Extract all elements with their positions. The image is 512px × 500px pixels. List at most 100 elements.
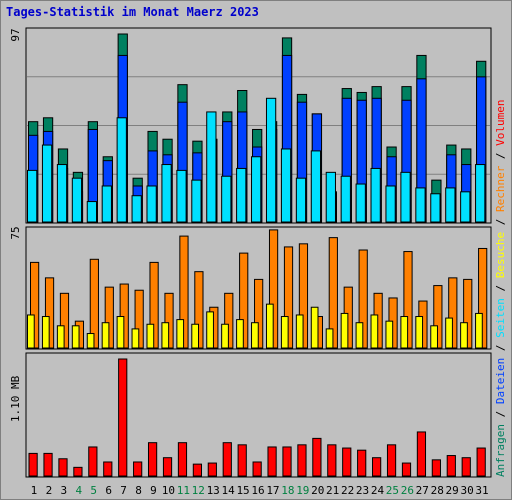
x-tick-label: 9 (150, 484, 157, 497)
volumen-bar (327, 444, 337, 477)
x-tick-label: 15 (236, 484, 249, 497)
x-tick-label: 31 (475, 484, 488, 497)
volumen-bar (476, 447, 486, 477)
x-tick-label: 17 (266, 484, 279, 497)
volumen-bar (267, 446, 277, 477)
besuche-bar (236, 319, 244, 349)
volumen-bar (207, 462, 217, 477)
seiten-bar (221, 175, 232, 223)
seiten-bar (71, 177, 83, 223)
volumen-bar (73, 466, 83, 477)
x-tick-label: 14 (222, 484, 236, 497)
x-tick-label: 10 (162, 484, 175, 497)
legend-separator: / (494, 338, 507, 358)
besuche-bar (146, 323, 155, 349)
besuche-bar (56, 325, 65, 349)
panel-3-border (25, 352, 492, 478)
seiten-bar (206, 111, 217, 223)
volumen-bar (162, 457, 173, 477)
x-tick-label: 2 (46, 484, 53, 497)
seiten-bar (340, 175, 351, 223)
volumen-bar (282, 446, 292, 477)
seiten-bar (400, 171, 411, 223)
besuche-bar (161, 322, 170, 349)
volumen-bar (416, 431, 427, 477)
x-tick-label: 27 (416, 484, 429, 497)
legend-dateien: Dateien (494, 358, 507, 404)
volumen-bar (446, 455, 456, 477)
seiten-bar (295, 177, 307, 223)
x-tick-label: 5 (90, 484, 97, 497)
besuche-bar (370, 314, 379, 349)
volumen-bar (118, 358, 128, 477)
x-tick-label: 12 (192, 484, 205, 497)
seiten-bar (27, 169, 38, 223)
x-tick-label: 11 (177, 484, 190, 497)
volumen-bar (177, 442, 188, 477)
x-tick-label: 22 (341, 484, 354, 497)
side-legend: Anfragen / Dateien / Seiten / Besuche / … (494, 99, 507, 477)
x-tick-label: 30 (460, 484, 473, 497)
panel-3-ymax-label: 1.10 MB (9, 375, 22, 422)
seiten-bar (161, 164, 172, 223)
volumen-bar (372, 457, 382, 477)
besuche-bar (460, 322, 468, 349)
volumen-bar (431, 459, 441, 477)
legend-volumen: Volumen (494, 99, 507, 145)
legend-besuche: Besuche (494, 232, 507, 278)
panel-1 (25, 27, 492, 224)
besuche-bar (385, 320, 394, 349)
seiten-bar (191, 179, 202, 223)
seiten-bar (460, 191, 471, 223)
seiten-bar (131, 195, 142, 223)
legend-rechner: Rechner (494, 165, 507, 212)
seiten-bar (370, 167, 381, 223)
x-tick-label: 19 (296, 484, 309, 497)
legend-separator: / (494, 146, 507, 166)
seiten-bar (325, 171, 336, 223)
volumen-bar (461, 457, 471, 477)
volumen-bar (43, 452, 53, 477)
seiten-bar (41, 144, 53, 223)
volumen-bar (237, 444, 247, 477)
x-tick-label: 1 (31, 484, 38, 497)
besuche-bar (415, 316, 424, 349)
besuche-bar (71, 325, 80, 349)
besuche-bar (86, 333, 95, 349)
seiten-bar (475, 164, 486, 223)
besuche-bar (475, 312, 483, 349)
besuche-bar (41, 316, 50, 349)
x-tick-label: 23 (356, 484, 369, 497)
volumen-bar (133, 461, 143, 477)
panel-2 (25, 226, 492, 350)
volumen-bar (357, 449, 367, 477)
seiten-bar (445, 187, 456, 223)
seiten-bar (310, 150, 322, 223)
besuche-bar (116, 316, 125, 349)
seiten-bar (251, 156, 262, 223)
seiten-bar (265, 97, 277, 223)
volumen-bar (386, 444, 397, 477)
x-tick-label: 28 (431, 484, 444, 497)
seiten-bar (56, 164, 68, 223)
x-tick-label: 24 (371, 484, 385, 497)
x-tick-label: 13 (207, 484, 220, 497)
besuche-bar (206, 311, 214, 349)
volumen-bar (401, 462, 412, 477)
volumen-bar (342, 447, 352, 477)
besuche-bar (221, 323, 229, 349)
seiten-bar (430, 193, 441, 223)
x-tick-label: 8 (135, 484, 142, 497)
x-tick-label: 29 (446, 484, 459, 497)
seiten-bar (355, 183, 366, 223)
besuche-bar (131, 328, 140, 349)
x-tick-label: 21 (326, 484, 339, 497)
x-tick-label: 25 (386, 484, 399, 497)
seiten-bar (176, 169, 187, 223)
volumen-bar (88, 446, 98, 477)
besuche-bar (295, 314, 304, 349)
besuche-bar (325, 328, 334, 349)
volumen-bar (297, 444, 307, 477)
x-tick-label: 3 (61, 484, 68, 497)
